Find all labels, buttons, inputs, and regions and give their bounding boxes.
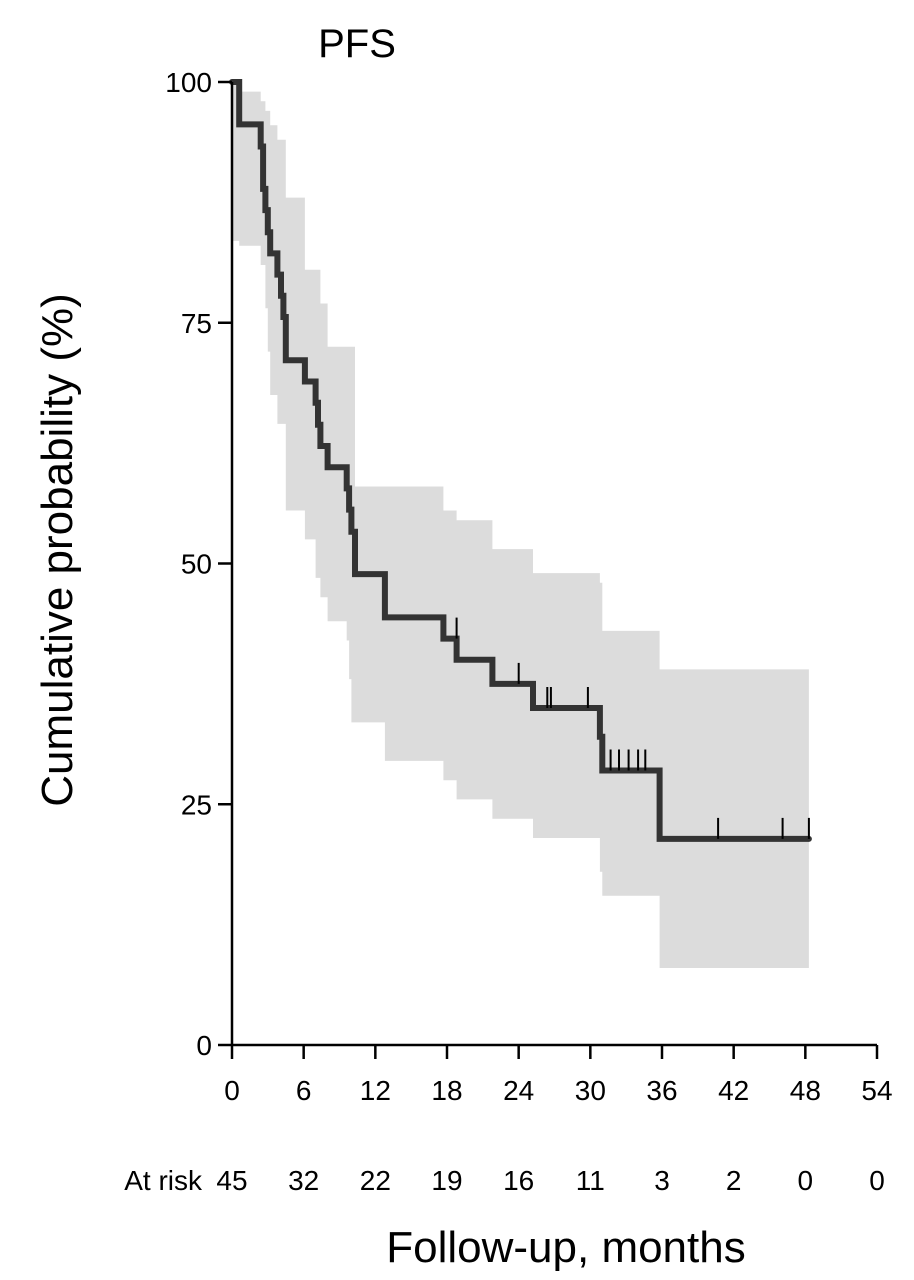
at-risk-count: 2 xyxy=(726,1165,742,1196)
chart-title: PFS xyxy=(318,22,396,66)
y-axis-label: Cumulative probability (%) xyxy=(33,293,82,807)
y-tick-label: 100 xyxy=(165,67,212,98)
risk-table: At risk 45 32 22 19 16 11 3 2 0 0 xyxy=(124,1165,885,1196)
x-tick-label: 24 xyxy=(503,1075,534,1106)
y-tick-label: 0 xyxy=(196,1030,212,1061)
x-axis-label: Follow-up, months xyxy=(386,1223,745,1272)
censor-marks-layer xyxy=(455,617,810,839)
confidence-band-layer xyxy=(232,82,809,968)
y-tick-label: 25 xyxy=(181,789,212,820)
ci-band xyxy=(232,82,809,968)
x-tick-label: 18 xyxy=(431,1075,462,1106)
x-tick-label: 36 xyxy=(646,1075,677,1106)
at-risk-count: 0 xyxy=(869,1165,885,1196)
at-risk-count: 45 xyxy=(216,1165,247,1196)
at-risk-count: 3 xyxy=(654,1165,670,1196)
at-risk-count: 11 xyxy=(576,1165,605,1196)
axes-layer: 0 25 50 75 100 0 6 12 18 24 30 36 42 48 54 xyxy=(165,67,892,1106)
x-tick-label: 30 xyxy=(575,1075,606,1106)
x-tick-label: 48 xyxy=(790,1075,821,1106)
x-tick-label: 0 xyxy=(224,1075,240,1106)
at-risk-label: At risk xyxy=(124,1165,203,1196)
at-risk-count: 19 xyxy=(431,1165,462,1196)
x-tick-label: 6 xyxy=(296,1075,312,1106)
y-tick-label: 75 xyxy=(181,308,212,339)
at-risk-count: 22 xyxy=(360,1165,391,1196)
survival-curve xyxy=(229,79,812,842)
x-tick-label: 42 xyxy=(718,1075,749,1106)
at-risk-count: 32 xyxy=(288,1165,319,1196)
at-risk-count: 0 xyxy=(798,1165,814,1196)
at-risk-count: 16 xyxy=(503,1165,534,1196)
x-tick-label: 54 xyxy=(861,1075,892,1106)
survival-curve-layer xyxy=(229,79,812,842)
y-tick-label: 50 xyxy=(181,549,212,580)
x-tick-label: 12 xyxy=(360,1075,391,1106)
